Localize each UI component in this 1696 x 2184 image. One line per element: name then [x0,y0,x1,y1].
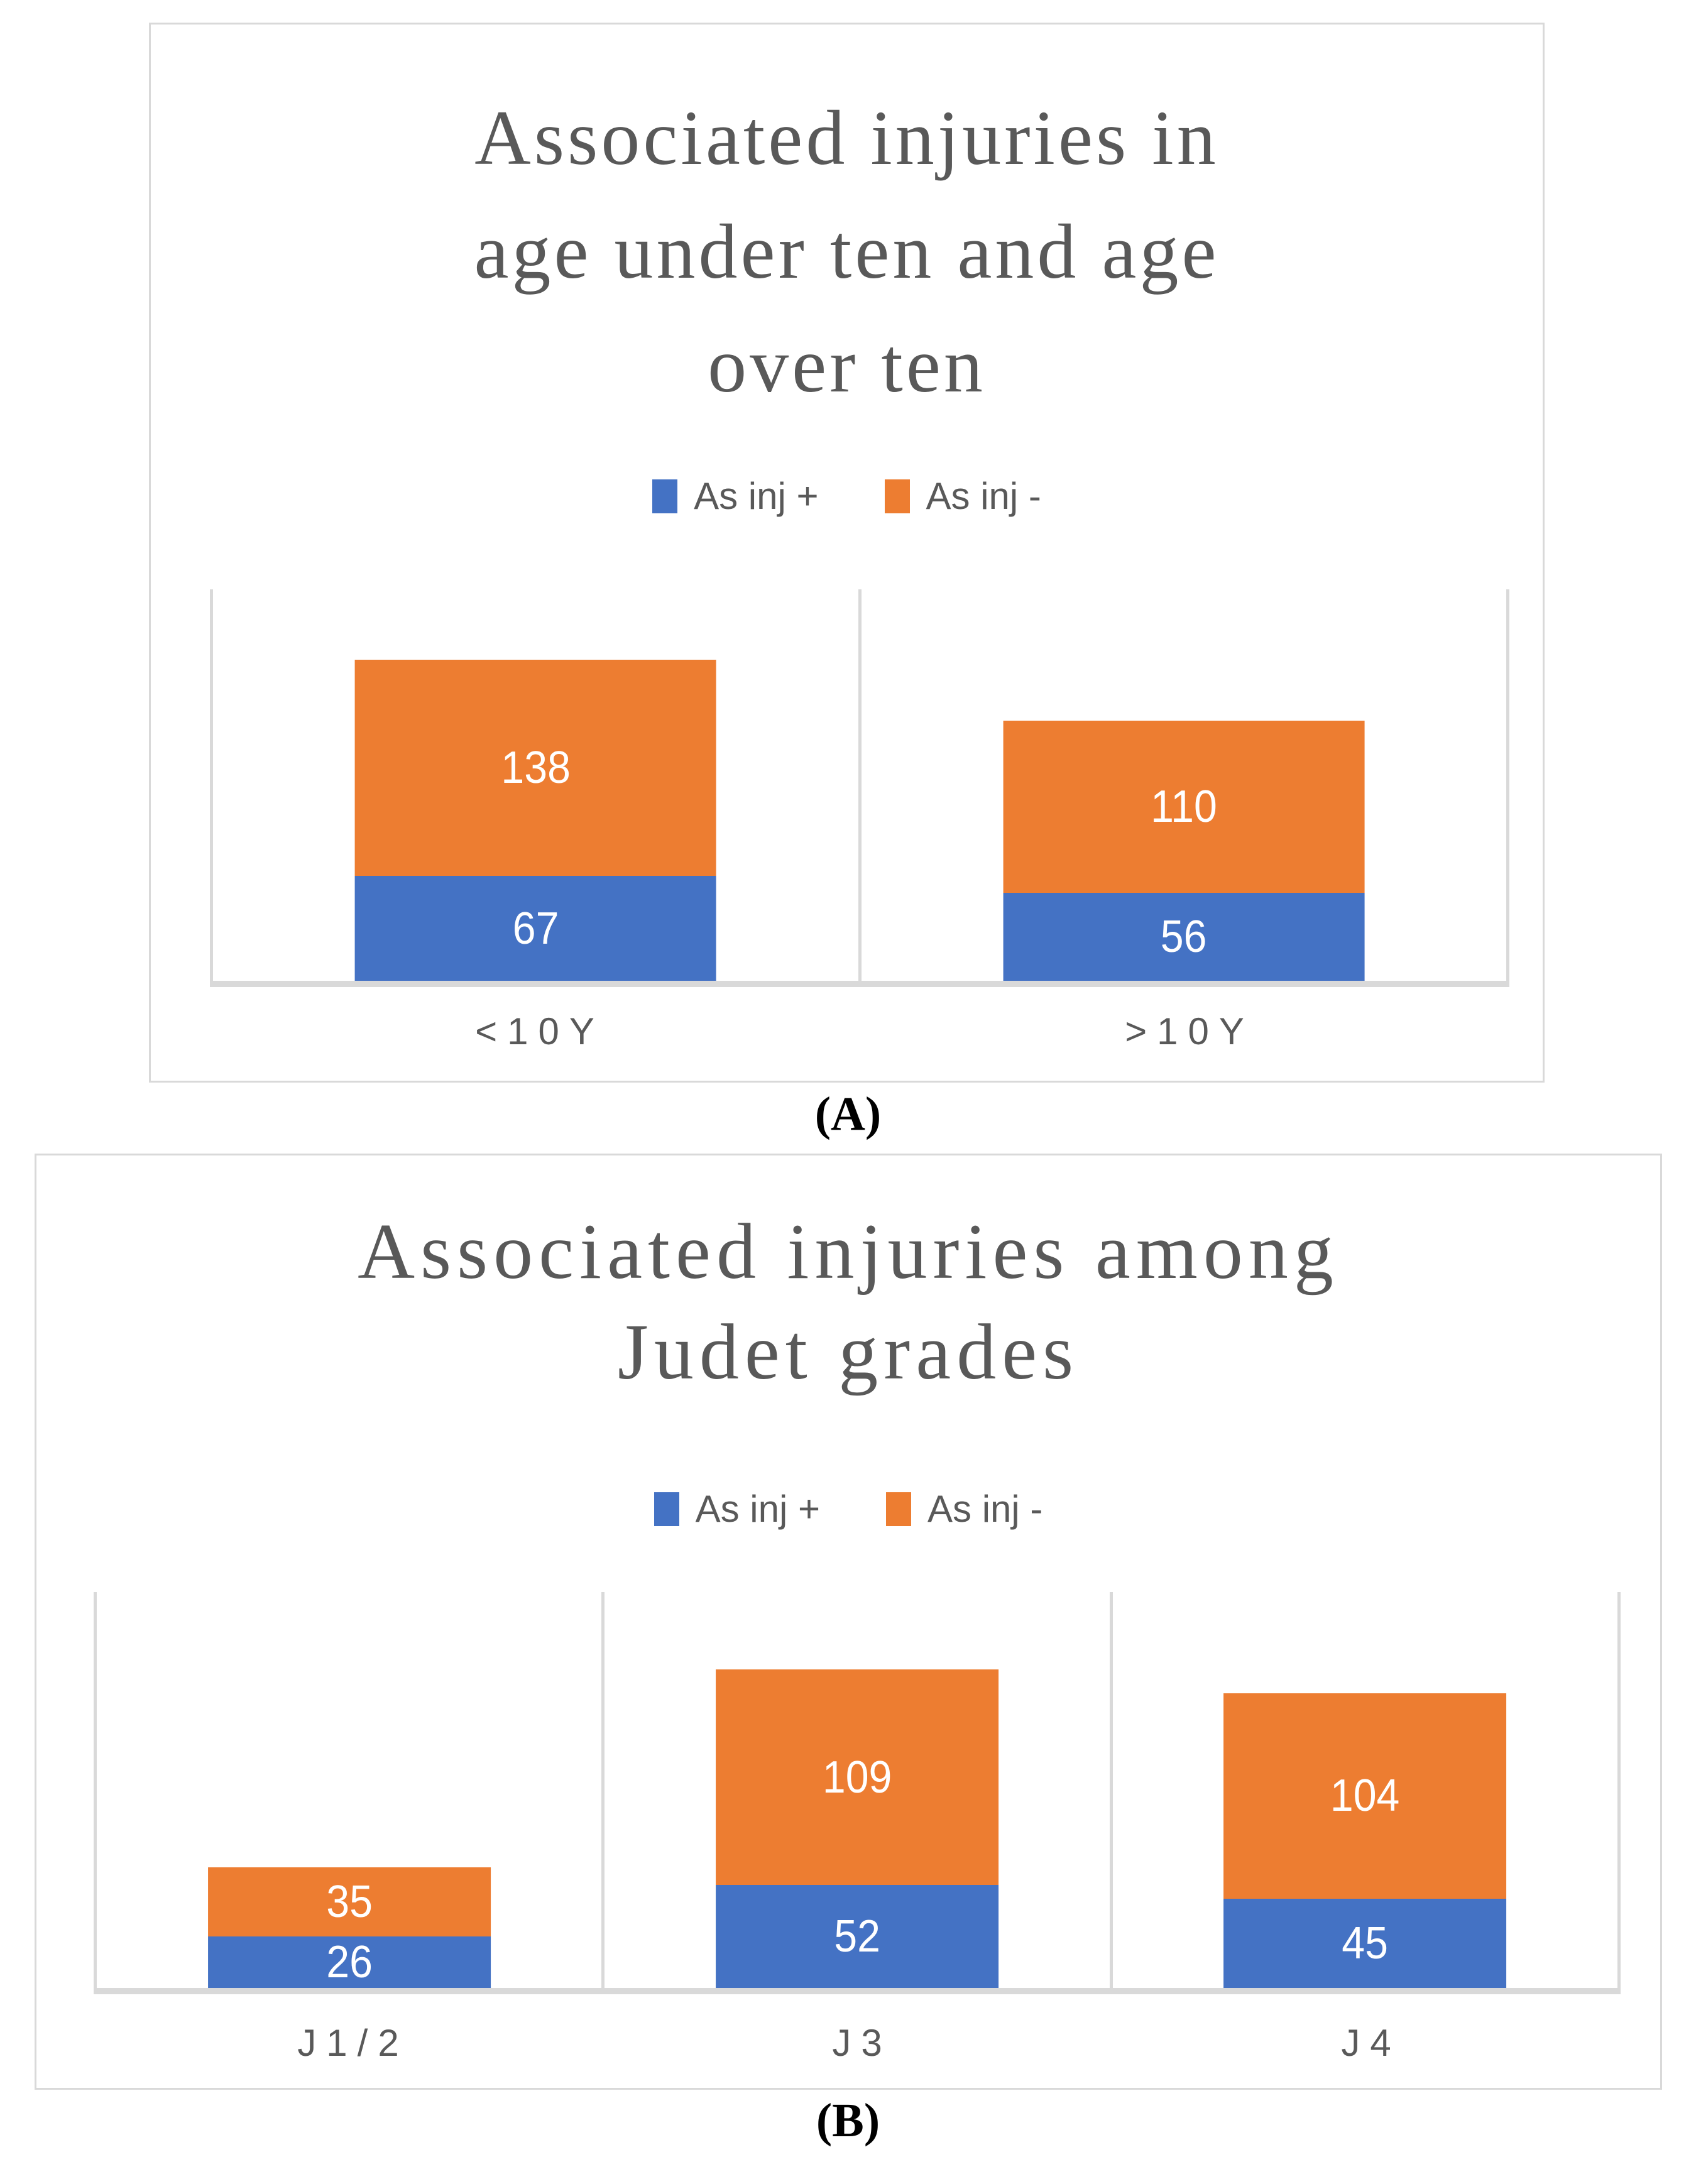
category-cell: 104 45 [1109,1592,1621,1988]
bar-segment: 45 [1223,1899,1507,1988]
bar-segment: 52 [716,1885,998,1988]
plot-grid: 35 26 109 52 104 45 [94,1592,1621,1988]
bar-segment: 67 [354,876,716,981]
bar-segment: 104 [1223,1693,1507,1899]
bar-segment: 56 [1003,893,1365,981]
chart-panel-b: Associated injuries among Judet grades A… [35,1154,1662,2090]
chart-b-legend: As inj + As inj - [36,1487,1660,1531]
category-cell: 110 56 [858,589,1509,981]
bar-value-label: 110 [1150,782,1217,833]
x-axis-label: <10Y [475,1010,605,1052]
stacked-bar: 109 52 [716,1669,998,1988]
legend-label-as-inj-minus: As inj - [927,1488,1043,1530]
stacked-bar: 35 26 [207,1867,491,1988]
bar-value-label: 56 [1160,912,1207,963]
plot-grid: 138 67 110 56 [210,589,1509,981]
chart-panel-a: Associated injuries in age under ten and… [149,23,1545,1083]
bar-value-label: 109 [822,1752,892,1803]
bar-value-label: 67 [512,903,559,954]
bar-segment: 138 [354,660,716,876]
bar-value-label: 52 [834,1911,880,1962]
x-axis-label: J3 [832,2022,892,2064]
bar-value-label: 104 [1330,1771,1400,1821]
legend-label-as-inj-plus: As inj + [694,475,819,517]
chart-a-x-axis-labels: <10Y >10Y [210,1010,1509,1053]
stacked-bar: 138 67 [354,660,716,981]
bar-segment: 109 [716,1669,998,1886]
legend-swatch-as-inj-minus-icon [884,479,910,513]
x-axis-label: >10Y [1125,1010,1254,1052]
x-axis-label: J4 [1341,2022,1401,2064]
bar-value-label: 26 [326,1937,373,1988]
chart-b-x-axis-labels: J1/2 J3 J4 [94,2021,1621,2065]
legend-swatch-as-inj-minus-icon [886,1492,912,1526]
category-cell: 138 67 [210,589,858,981]
chart-a-plot-area: 138 67 110 56 [210,589,1509,987]
category-cell: 109 52 [601,1592,1109,1988]
bar-segment: 110 [1003,721,1365,893]
legend-item-as-inj-plus: As inj + [652,474,819,518]
chart-a-legend: As inj + As inj - [151,474,1543,518]
category-cell: 35 26 [94,1592,601,1988]
stacked-bar: 104 45 [1223,1693,1507,1988]
legend-label-as-inj-plus: As inj + [695,1488,821,1530]
x-axis-label: J1/2 [297,2022,409,2064]
legend-swatch-as-inj-plus-icon [654,1492,679,1526]
chart-a-title: Associated injuries in age under ten and… [474,95,1220,409]
bar-segment: 35 [207,1867,491,1937]
figure-a-caption: (A) [814,1088,882,1140]
legend-item-as-inj-plus: As inj + [654,1487,820,1531]
legend-swatch-as-inj-plus-icon [652,479,678,513]
bar-value-label: 138 [500,743,571,794]
bar-segment: 26 [207,1936,491,1988]
chart-b-plot-area: 35 26 109 52 104 45 [94,1592,1621,1994]
chart-b-title: Associated injuries among Judet grades [358,1208,1339,1397]
legend-item-as-inj-minus: As inj - [884,474,1041,518]
legend-label-as-inj-minus: As inj - [926,475,1041,517]
bar-value-label: 45 [1342,1918,1389,1969]
legend-item-as-inj-minus: As inj - [886,1487,1042,1531]
stacked-bar: 110 56 [1003,721,1365,981]
figure-b-caption: (B) [816,2094,880,2147]
bar-value-label: 35 [326,1876,373,1927]
